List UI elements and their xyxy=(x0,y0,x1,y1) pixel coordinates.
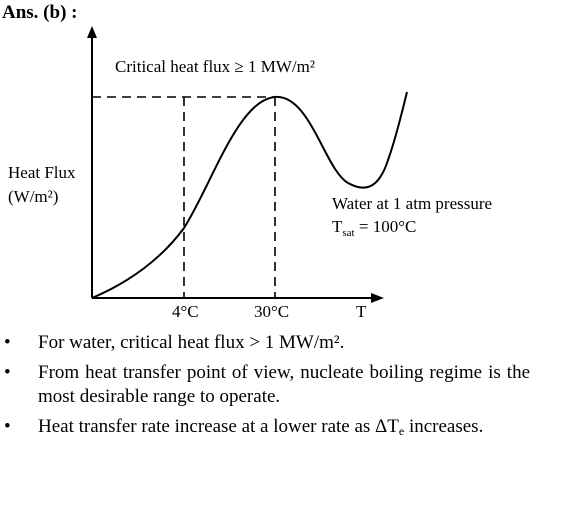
x-axis-label: T xyxy=(356,302,367,321)
y-axis-arrow xyxy=(87,26,97,38)
list-item: • Heat transfer rate increase at a lower… xyxy=(0,415,530,443)
tsat-value: = 100°C xyxy=(355,217,417,236)
x-axis-arrow xyxy=(371,293,384,303)
delta-t-subscript: e xyxy=(398,424,405,438)
bullet-text-2: From heat transfer point of view, nuclea… xyxy=(38,362,530,407)
bullet-text-3-main: Heat transfer rate increase at a lower r… xyxy=(38,416,399,437)
boiling-curve xyxy=(91,91,408,299)
tsat-main: T xyxy=(332,217,343,236)
answer-label: Ans. (b) : xyxy=(2,2,78,23)
boiling-curve-diagram: Critical heat flux ≥ 1 MW/m² Heat Flux (… xyxy=(8,26,492,321)
condition-line2: Tsat = 100°C xyxy=(332,217,416,239)
list-item: • For water, critical heat flux > 1 MW/m… xyxy=(0,331,530,355)
bullet-text-1: For water, critical heat flux > 1 MW/m². xyxy=(38,332,345,353)
bullet-list: • For water, critical heat flux > 1 MW/m… xyxy=(0,331,530,449)
bullet-marker: • xyxy=(4,416,11,437)
bullet-text-3: Heat transfer rate increase at a lower r… xyxy=(38,416,484,438)
bullet-text-3-end: increases. xyxy=(404,416,484,437)
diagram-title: Critical heat flux ≥ 1 MW/m² xyxy=(115,57,315,76)
bullet-marker: • xyxy=(4,362,11,383)
y-axis-label-line2: (W/m²) xyxy=(8,187,58,206)
tick-label-4c: 4°C xyxy=(172,302,199,321)
condition-line1: Water at 1 atm pressure xyxy=(332,194,492,213)
bullet-marker: • xyxy=(4,332,11,353)
list-item: • From heat transfer point of view, nucl… xyxy=(0,361,530,409)
tsat-subscript: sat xyxy=(342,227,354,239)
y-axis-label-line1: Heat Flux xyxy=(8,163,76,182)
tick-label-30c: 30°C xyxy=(254,302,289,321)
